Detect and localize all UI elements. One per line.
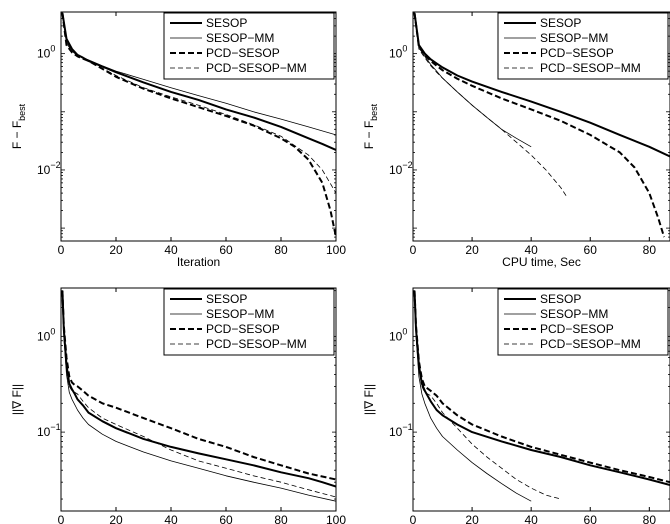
- x-tick-label: 40: [164, 513, 178, 524]
- series-line-2: [62, 12, 336, 136]
- legend-label: SESOP−MM: [206, 307, 274, 321]
- y-tick-label: 10−2: [389, 160, 413, 177]
- x-tick-label: 60: [219, 513, 233, 524]
- series-line-4: [414, 290, 561, 500]
- x-axis-label: Iteration: [177, 255, 220, 269]
- x-tick-label: 40: [524, 513, 538, 524]
- legend-label: PCD−SESOP: [540, 46, 614, 60]
- x-tick-label: 40: [164, 243, 178, 257]
- legend-label: PCD−SESOP−MM: [540, 61, 641, 75]
- x-tick-label: 20: [109, 243, 123, 257]
- x-tick-label: 20: [465, 243, 479, 257]
- y-axis-label: ||∇ F||: [10, 384, 24, 415]
- series-line-2: [62, 290, 336, 502]
- legend-label: SESOP−MM: [540, 31, 608, 45]
- x-tick-label: 80: [643, 513, 657, 524]
- legend-label: SESOP: [540, 292, 581, 306]
- legend-label: PCD−SESOP: [540, 322, 614, 336]
- series-line-2: [414, 290, 532, 502]
- axes-frame: [60, 287, 337, 512]
- legend-label: SESOP−MM: [206, 31, 274, 45]
- chart-panel-1: 0 20 40 60 80 100 100 10−2 Iteration F − Fbest SES…: [10, 11, 346, 269]
- legend-label: PCD−SESOP−MM: [206, 61, 307, 75]
- legend-label: SESOP−MM: [540, 307, 608, 321]
- y-axis-label: F − Fbest: [362, 103, 379, 149]
- legend-label: PCD−SESOP−MM: [206, 337, 307, 351]
- x-axis-label: CPU time, Sec: [502, 255, 581, 269]
- series-line-3: [413, 290, 670, 484]
- x-tick-label: 60: [584, 243, 598, 257]
- y-tick-label: 10−1: [389, 422, 413, 439]
- legend-label: SESOP: [206, 16, 247, 30]
- axes-frame: [60, 11, 337, 242]
- x-tick-label: 20: [465, 513, 479, 524]
- legend-label: SESOP: [206, 292, 247, 306]
- y-tick-label: 100: [37, 326, 55, 343]
- series-line-3: [61, 290, 336, 481]
- x-tick-label: 80: [274, 513, 288, 524]
- y-tick-label: 10−1: [37, 422, 61, 439]
- x-tick-label: 0: [58, 513, 65, 524]
- x-tick-label: 80: [643, 243, 657, 257]
- series-line-4: [62, 290, 336, 498]
- series-line-1: [413, 290, 670, 486]
- x-tick-label: 100: [326, 513, 346, 524]
- chart-panel-2: 0 20 40 60 80 100 10−2 CPU time, Sec F − Fbest SE…: [362, 11, 670, 269]
- legend-label: SESOP: [540, 16, 581, 30]
- y-tick-label: 100: [389, 44, 407, 61]
- axes-frame: [412, 11, 670, 242]
- legend-label: PCD−SESOP−MM: [540, 337, 641, 351]
- y-axis-label: F − Fbest: [10, 103, 27, 149]
- legend-label: PCD−SESOP: [206, 322, 280, 336]
- x-tick-label: 60: [219, 243, 233, 257]
- legend-box: [163, 288, 335, 356]
- series-line-4: [62, 12, 336, 194]
- x-tick-label: 40: [524, 243, 538, 257]
- y-tick-label: 10−2: [37, 160, 61, 177]
- legend-label: PCD−SESOP: [206, 46, 280, 60]
- series-line-3: [413, 12, 666, 238]
- y-tick-label: 100: [389, 326, 407, 343]
- axes-frame: [412, 287, 670, 512]
- x-tick-label: 80: [274, 243, 288, 257]
- y-axis-label: ||∇ F||: [362, 384, 376, 415]
- y-tick-label: 100: [37, 44, 55, 61]
- x-tick-label: 0: [410, 243, 417, 257]
- x-tick-label: 20: [109, 513, 123, 524]
- x-tick-label: 0: [58, 243, 65, 257]
- series-line-4: [414, 12, 567, 197]
- series-line-3: [61, 12, 336, 238]
- series-line-1: [61, 290, 336, 488]
- x-tick-label: 60: [584, 513, 598, 524]
- x-tick-label: 100: [326, 243, 346, 257]
- x-tick-label: 0: [410, 513, 417, 524]
